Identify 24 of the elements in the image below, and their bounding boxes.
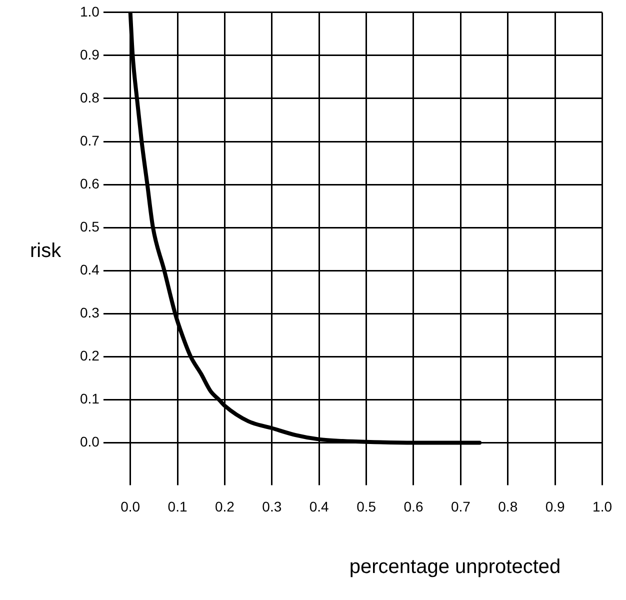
y-tick-label: 0.2 [80,348,100,364]
y-tick-label: 1.0 [80,3,100,20]
x-tick-label: 0.8 [498,498,518,514]
y-tick-label: 0.0 [80,434,100,450]
y-tick-label: 0.1 [80,390,100,407]
x-axis-title: percentage unprotected [348,556,562,579]
y-tick-label: 0.4 [80,261,100,278]
x-tick-label: 0.3 [262,498,282,514]
y-tick-label: 0.5 [80,218,100,234]
x-tick-label: 0.6 [404,498,424,514]
x-tick-label: 1.0 [592,498,612,514]
y-tick-label: 0.9 [80,46,100,62]
x-tick-label: 0.1 [168,498,188,514]
y-tick-label: 0.8 [80,89,100,106]
x-tick-label: 0.2 [214,498,235,514]
x-tick-label: 0.7 [450,498,471,514]
x-tick-label: 0.5 [356,498,376,514]
x-tick-label: 0.4 [309,498,330,514]
y-tick-label: 0.3 [80,304,100,321]
y-axis-title: risk [30,240,62,263]
x-tick-label: 0.0 [120,498,140,514]
y-tick-label: 0.7 [80,132,100,148]
y-tick-label: 0.6 [80,175,100,192]
x-tick-label: 0.9 [545,498,566,514]
